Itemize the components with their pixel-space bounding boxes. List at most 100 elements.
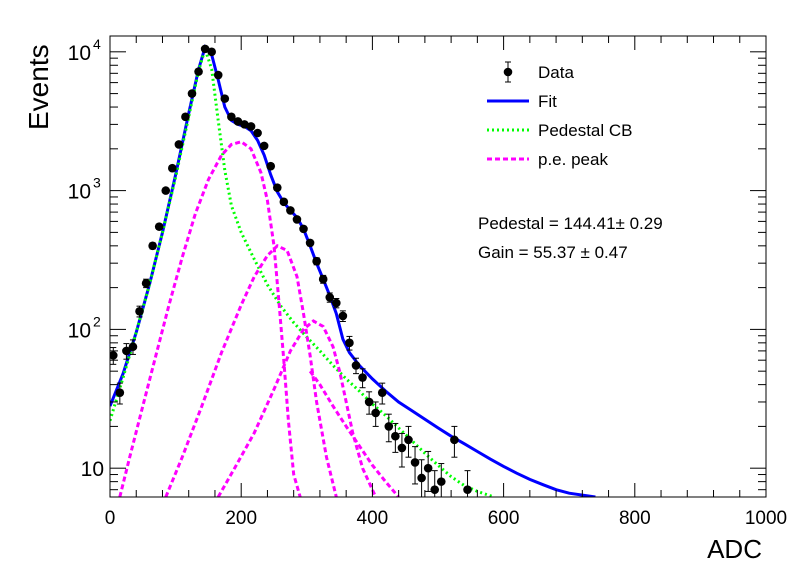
data-marker [161, 186, 171, 195]
data-point [194, 67, 203, 76]
data-point [377, 382, 387, 405]
data-point [148, 241, 157, 251]
data-marker [253, 128, 262, 138]
x-tick-label: 800 [619, 508, 651, 529]
data-point [292, 215, 302, 224]
x-tick-label: 0 [105, 508, 116, 529]
data-point [154, 222, 164, 231]
x-tick-label: 1000 [745, 508, 787, 529]
x-tick-label: 600 [488, 508, 520, 529]
legend-entry: Fit [487, 92, 557, 111]
data-marker [213, 70, 223, 80]
data-marker [318, 274, 328, 284]
y-tick-label: 10 4 [68, 36, 101, 65]
data-point [207, 47, 216, 57]
legend-entry: p.e. peak [487, 150, 608, 169]
data-point [253, 128, 262, 138]
data-marker [115, 388, 125, 397]
data-point [168, 163, 177, 173]
data-marker [246, 122, 256, 131]
data-point [141, 278, 151, 289]
data-point [161, 186, 171, 195]
y-axis-label: Events [23, 44, 54, 130]
data-marker [384, 422, 394, 431]
data-marker [364, 397, 374, 407]
legend-label: Fit [538, 92, 557, 111]
curve-p-e-peak-tail [308, 370, 400, 497]
data-point [213, 70, 223, 80]
data-point [240, 120, 249, 129]
data-marker [358, 373, 367, 382]
y-tick-exponent: 2 [93, 313, 101, 329]
legend: Data Fit Pedestal CB p.e. peak [487, 61, 633, 169]
data-point [430, 470, 440, 497]
data-point [404, 425, 413, 458]
data-marker [207, 47, 216, 57]
data-point [450, 425, 459, 458]
y-tick-label: 10 2 [68, 313, 101, 342]
y-tick-label: 10 [81, 458, 104, 481]
data-marker [397, 443, 407, 453]
data-point [233, 117, 243, 126]
data-marker [410, 458, 420, 467]
data-marker [194, 67, 203, 76]
data-point [246, 122, 256, 131]
data-point [299, 224, 308, 234]
data-marker [345, 338, 354, 348]
data-marker [404, 435, 413, 445]
data-point [358, 368, 367, 389]
data-point [305, 238, 315, 248]
data-marker [305, 238, 315, 248]
data-marker [174, 140, 184, 149]
data-marker [266, 161, 276, 171]
y-tick-label: 10 3 [68, 175, 101, 204]
data-points [110, 44, 472, 497]
data-point [364, 391, 374, 415]
data-point [259, 141, 269, 151]
data-marker [423, 463, 433, 473]
data-marker [377, 388, 387, 397]
data-marker [338, 311, 348, 321]
plot-frame [109, 35, 767, 498]
data-point [187, 89, 197, 98]
data-point [436, 463, 446, 497]
data-point [397, 432, 407, 468]
gain-annotation: Gain = 55.37 ± 0.47 [478, 243, 628, 262]
data-point [384, 413, 394, 443]
data-point [181, 112, 190, 122]
y-tick-base: 10 [81, 458, 104, 481]
data-point [266, 161, 276, 171]
data-point [371, 401, 380, 427]
data-marker [181, 112, 190, 122]
x-tick-label: 200 [225, 508, 257, 529]
data-marker [128, 342, 138, 352]
data-point [122, 343, 131, 360]
data-marker [325, 293, 335, 302]
data-point [272, 183, 282, 192]
y-tick-exponent: 4 [93, 36, 101, 52]
data-marker [220, 94, 230, 103]
data-point [332, 297, 341, 309]
data-point [410, 446, 420, 485]
data-marker [436, 477, 446, 486]
data-point [200, 44, 210, 54]
data-marker [187, 89, 197, 98]
data-point [286, 206, 295, 215]
y-tick-base: 10 [68, 42, 91, 65]
data-point [279, 197, 289, 207]
legend-label: Data [538, 63, 574, 82]
data-point [325, 292, 335, 303]
legend-marker [503, 67, 513, 77]
data-marker [332, 298, 341, 308]
data-marker [200, 44, 210, 54]
legend-entry: Pedestal CB [487, 121, 633, 140]
data-point [312, 256, 321, 266]
data-marker [272, 183, 282, 192]
data-marker [279, 197, 289, 207]
curve-p-e-peak-1 [118, 140, 302, 497]
data-marker [371, 408, 380, 418]
data-point [128, 339, 138, 355]
y-tick-exponent: 3 [93, 175, 101, 191]
data-point [423, 450, 433, 492]
